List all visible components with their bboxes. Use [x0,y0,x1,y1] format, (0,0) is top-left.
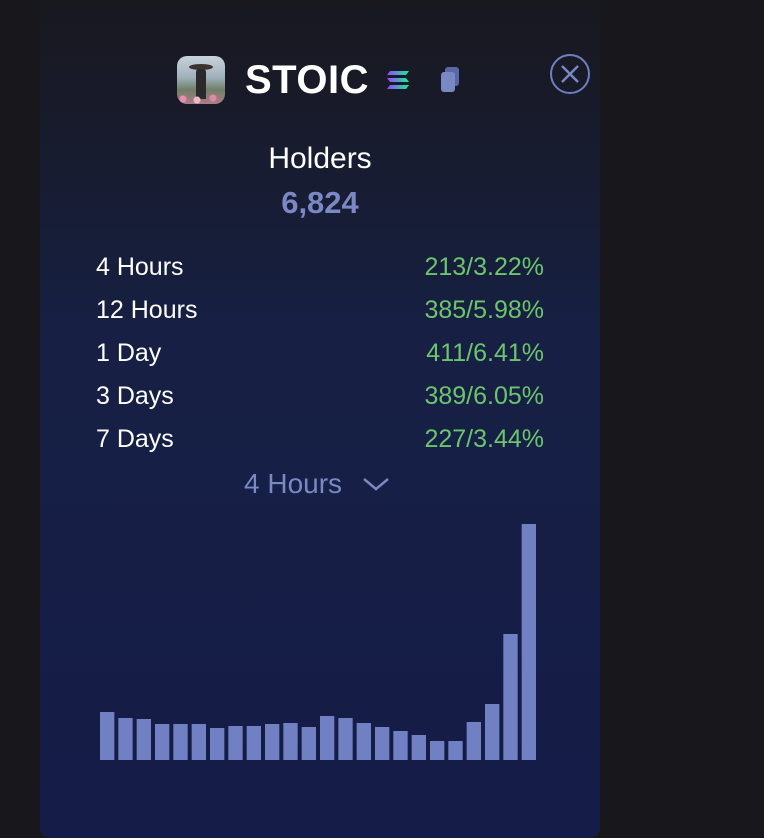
chart-bar[interactable] [246,726,261,760]
period-label: 7 Days [96,425,174,453]
chart-bar[interactable] [100,712,115,760]
token-avatar [177,56,225,104]
period-label: 3 Days [96,382,174,410]
holder-change-list: 4 Hours 213/3.22% 12 Hours 385/5.98% 1 D… [96,246,544,461]
period-change: 213/3.22% [424,253,544,281]
chart-bar[interactable] [430,741,445,760]
chart-bar[interactable] [503,634,518,760]
chart-bar[interactable] [301,727,316,760]
solana-icon [387,71,410,89]
chart-bar[interactable] [118,718,133,760]
token-name: STOIC [245,57,370,102]
chart-bar[interactable] [338,718,353,760]
close-button[interactable] [550,54,590,94]
token-header: STOIC [177,56,461,104]
period-change: 389/6.05% [424,382,544,410]
chart-bar[interactable] [411,735,426,760]
period-label: 1 Day [96,339,162,367]
chart-bar[interactable] [283,723,298,760]
chart-bar[interactable] [466,722,481,760]
chart-bar[interactable] [210,728,225,760]
chart-bar[interactable] [356,723,371,760]
chart-bar[interactable] [173,724,188,760]
chart-bar[interactable] [136,719,151,760]
period-label: 12 Hours [96,296,198,324]
period-dropdown-value: 4 Hours [244,468,343,499]
period-change: 227/3.44% [424,425,544,453]
chart-bar[interactable] [448,741,463,760]
chart-bar[interactable] [320,716,335,760]
holders-count: 6,824 [281,185,359,220]
chart-bar[interactable] [485,704,500,760]
chart-bar[interactable] [155,724,170,760]
period-label: 4 Hours [96,253,184,281]
holders-label: Holders [268,142,372,175]
period-row: 1 Day 411/6.41% [96,332,544,375]
period-change: 385/5.98% [424,296,544,324]
close-icon [561,65,579,83]
chart-bar[interactable] [521,524,536,760]
period-dropdown[interactable]: 4 Hours [244,466,390,502]
period-row: 7 Days 227/3.44% [96,418,544,461]
chevron-down-icon [363,478,389,491]
chart-bar[interactable] [191,724,206,760]
chart-bar[interactable] [228,726,243,760]
chart-bar[interactable] [265,724,280,760]
period-row: 3 Days 389/6.05% [96,375,544,418]
period-row: 12 Hours 385/5.98% [96,289,544,332]
period-row: 4 Hours 213/3.22% [96,246,544,289]
period-change: 411/6.41% [426,339,544,367]
copy-icon[interactable] [439,66,461,94]
chart-bar[interactable] [375,727,390,760]
holders-bar-chart [100,524,536,760]
chart-bar[interactable] [393,731,408,760]
